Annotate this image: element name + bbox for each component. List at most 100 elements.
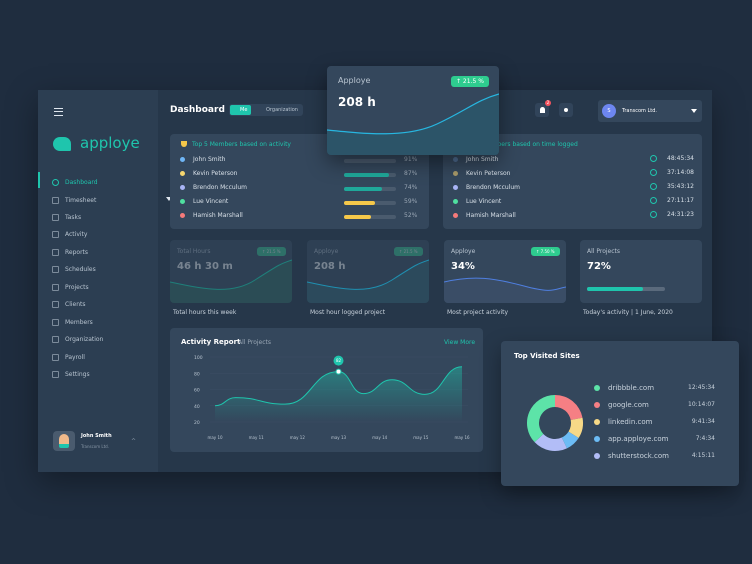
card-title: Top 5 Members based on time logged	[465, 141, 578, 148]
top-activity-card: Top 5 Members based on activity John Smi…	[170, 134, 429, 229]
donut-slice-dribbble.com	[527, 395, 555, 443]
stat-label: All Projects	[587, 248, 620, 255]
data-point	[335, 368, 342, 375]
list-item: John Smith	[453, 156, 498, 163]
activity-bar	[344, 215, 396, 219]
sidebar-item-payroll[interactable]: Payroll	[52, 352, 85, 362]
avatar[interactable]	[53, 431, 75, 451]
legend-dot	[594, 436, 600, 442]
company-name: Transcom Ltd.	[622, 108, 657, 114]
y-tick-label: 100	[194, 355, 203, 361]
donut-slice-google.com	[555, 395, 583, 421]
list-item: Brendon Mcculum	[180, 184, 247, 191]
settings-button[interactable]	[559, 103, 573, 117]
donut-slice-app.apploye.com	[561, 431, 579, 449]
y-tick-label: 40	[194, 404, 200, 410]
list-item: Hamish Marshall	[453, 212, 516, 219]
members-icon	[52, 318, 59, 326]
brand-logo-icon	[53, 137, 71, 151]
stat-card: All Projects 72%	[580, 240, 702, 303]
page-title: Dashboard	[170, 105, 225, 115]
activity-percent: 52%	[404, 212, 418, 219]
sidebar-item-schedules[interactable]: Schedules	[52, 264, 96, 274]
sidebar-item-dashboard[interactable]: Dashboard	[52, 177, 98, 187]
member-dot	[453, 213, 458, 218]
card-title: Top Visited Sites	[514, 352, 580, 360]
list-item: Lue Vincent	[180, 198, 228, 205]
notification-button[interactable]	[535, 103, 549, 117]
site-time: 4:15:11	[691, 452, 715, 459]
activity-bar	[344, 173, 396, 177]
sidebar-item-tasks[interactable]: Tasks	[52, 212, 81, 222]
sites-donut-chart	[527, 395, 583, 451]
user-name: John Smith	[81, 433, 112, 439]
list-item: John Smith	[180, 156, 225, 163]
marker-value: 82	[336, 358, 342, 363]
toggle-organization[interactable]: Organization	[266, 107, 298, 113]
dashboard-icon	[52, 178, 59, 186]
member-dot	[180, 157, 185, 162]
member-dot	[453, 185, 458, 190]
sidebar: apploye Dashboard Timesheet Tasks Activity R…	[38, 90, 172, 472]
area-fill	[215, 366, 462, 422]
stat-value: 208 h	[314, 261, 346, 272]
toggle-me[interactable]: Me	[230, 105, 252, 115]
sidebar-item-projects[interactable]: Projects	[52, 282, 89, 292]
projects-icon	[52, 283, 59, 291]
stat-badge: ↑ 7.50 %	[531, 247, 560, 256]
sidebar-item-settings[interactable]: Settings	[52, 369, 90, 379]
menu-icon[interactable]	[54, 108, 63, 116]
bell-icon	[539, 107, 545, 113]
site-item: shutterstock.com	[594, 452, 669, 460]
member-dot	[453, 157, 458, 162]
view-more-link[interactable]: View More	[444, 339, 476, 346]
sidebar-item-timesheet[interactable]: Timesheet	[52, 195, 172, 205]
donut-slice-shutterstock.com	[534, 433, 567, 451]
gear-icon	[564, 108, 568, 112]
y-tick-label: 20	[194, 420, 200, 426]
activity-percent: 59%	[404, 198, 418, 205]
stat-label: Apploye	[314, 248, 339, 255]
clock-icon	[650, 183, 657, 190]
sidebar-item-activity[interactable]: Activity	[52, 229, 87, 239]
notification-badge: 2	[545, 100, 551, 106]
legend-dot	[594, 385, 600, 391]
stat-caption: Most hour logged project	[310, 309, 386, 316]
sidebar-item-members[interactable]: Members	[52, 317, 93, 327]
popup-value: 208 h	[338, 95, 376, 109]
sidebar-item-organization[interactable]: Organization	[52, 334, 103, 344]
company-avatar: S	[602, 104, 616, 118]
stat-caption: Today's activity | 1 June, 2020	[583, 309, 673, 316]
site-item: dribbble.com	[594, 384, 654, 392]
time-logged: 48:45:34	[650, 155, 694, 162]
list-item: Hamish Marshall	[180, 212, 243, 219]
sidebar-item-reports[interactable]: Reports	[52, 247, 88, 257]
x-tick-label: may 14	[372, 435, 388, 440]
x-tick-label: may 11	[249, 435, 265, 440]
chevron-up-icon[interactable]: ^	[131, 438, 137, 445]
tasks-icon	[52, 213, 59, 221]
member-dot	[180, 185, 185, 190]
list-item: Brendon Mcculum	[453, 184, 520, 191]
site-item: linkedin.com	[594, 418, 652, 426]
x-tick-label: may 12	[290, 435, 306, 440]
project-filter[interactable]: All Projects	[238, 339, 271, 346]
member-dot	[180, 171, 185, 176]
member-dot	[453, 199, 458, 204]
stat-caption: Total hours this week	[173, 309, 237, 316]
user-company: Transcom Ltd.	[81, 444, 109, 449]
organization-icon	[52, 335, 59, 343]
sidebar-item-clients[interactable]: Clients	[52, 299, 86, 309]
clients-icon	[52, 300, 59, 308]
stat-caption: Most project activity	[447, 309, 509, 316]
activity-chart: 100 80 60 40 20 may 10 may 11 may 12 may 13 may 1…	[194, 355, 470, 440]
company-selector[interactable]: S Transcom Ltd.	[598, 100, 702, 122]
x-tick-label: may 16	[454, 435, 470, 440]
activity-bar	[344, 187, 396, 191]
clock-icon	[650, 197, 657, 204]
card-title: Top 5 Members based on activity	[192, 141, 291, 148]
x-tick-label: may 15	[413, 435, 429, 440]
site-item: app.apploye.com	[594, 435, 668, 443]
stat-card: Total Hours 46 h 30 m ↑ 21.5 %	[170, 240, 292, 303]
site-time: 9:41:34	[691, 418, 715, 425]
